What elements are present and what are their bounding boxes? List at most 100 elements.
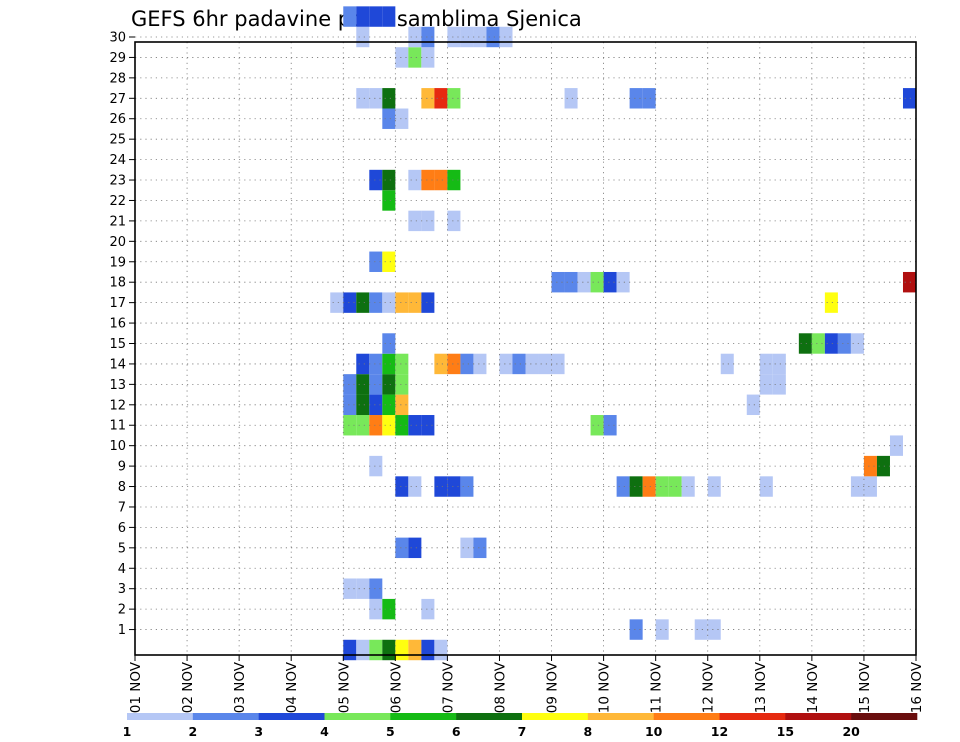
heatmap-cell: [460, 537, 474, 559]
heatmap-cell: [681, 476, 695, 497]
heatmap-cell: [408, 210, 422, 232]
colorbar-label: 6: [452, 724, 461, 739]
heatmap-cell: [759, 476, 773, 497]
y-tick-label: 13: [109, 378, 126, 393]
y-tick-label: 10: [109, 439, 126, 454]
heatmap-cell: [382, 108, 396, 129]
heatmap-cell: [460, 353, 474, 375]
heatmap-cell: [369, 6, 383, 27]
x-tick-label: 07 NOV: [440, 661, 456, 713]
heatmap-cell: [876, 455, 890, 477]
x-tick-label: 01 NOV: [128, 661, 144, 713]
heatmap-cell: [356, 394, 370, 416]
heatmap-cell: [356, 415, 370, 436]
heatmap-cell: [629, 619, 643, 640]
heatmap-cell: [551, 271, 565, 293]
y-tick-label: 9: [118, 460, 126, 475]
heatmap-cell: [356, 88, 370, 109]
heatmap-cell: [408, 169, 422, 191]
heatmap-cell: [447, 210, 461, 232]
heatmap-cell: [421, 210, 435, 232]
heatmap-cell: [421, 415, 435, 436]
colorbar-swatch: [785, 713, 852, 720]
heatmap-cell: [460, 26, 474, 48]
x-axis-ticks: 01 NOV 02 NOV 03 NOV 04 NOV 05 NOV 06 NOV 07 N…: [128, 655, 925, 713]
heatmap-cell: [447, 88, 461, 109]
y-tick-label: 3: [118, 582, 126, 597]
x-tick-label: 08 NOV: [492, 661, 508, 713]
heatmap-cell: [421, 292, 435, 313]
y-tick-label: 18: [109, 276, 126, 291]
heatmap-cell: [382, 6, 396, 27]
heatmap-cell: [707, 476, 721, 497]
heatmap-cell: [772, 353, 786, 375]
heatmap-cell: [382, 353, 396, 375]
heatmap-cell: [395, 292, 409, 313]
heatmap-cell: [564, 271, 578, 293]
heatmap-cell: [590, 271, 604, 293]
colorbar-label: 20: [842, 724, 860, 739]
heatmap-cell: [590, 415, 604, 436]
y-tick-label: 4: [118, 562, 126, 577]
y-tick-label: 23: [109, 174, 126, 189]
colorbar-swatch: [127, 713, 194, 720]
x-tick-label: 16 NOV: [909, 661, 925, 713]
y-tick-label: 29: [109, 51, 126, 66]
heatmap-cell: [460, 476, 474, 497]
heatmap-cell: [434, 353, 448, 375]
colorbar-label: 8: [583, 724, 592, 739]
heatmap-cell: [408, 292, 422, 313]
heatmap-cell: [356, 292, 370, 313]
y-tick-label: 1: [118, 623, 126, 638]
heatmap-cell: [837, 333, 851, 354]
heatmap-cell: [330, 292, 344, 313]
x-tick-label: 09 NOV: [545, 661, 561, 713]
colorbar-swatch: [719, 713, 786, 720]
heatmap-cell: [421, 88, 435, 109]
heatmap-cell: [577, 271, 591, 293]
x-tick-label: 06 NOV: [388, 661, 404, 713]
heatmap-cell: [408, 415, 422, 436]
y-tick-label: 26: [109, 112, 126, 127]
y-tick-label: 19: [109, 255, 126, 270]
y-tick-label: 30: [109, 31, 126, 46]
y-tick-label: 2: [118, 603, 126, 618]
x-tick-label: 10 NOV: [597, 661, 613, 713]
heatmap-cell: [499, 353, 513, 375]
heatmap-cell: [694, 619, 708, 640]
heatmap-cell: [668, 476, 682, 497]
heatmap-cell: [395, 353, 409, 375]
heatmap-cell: [421, 598, 435, 620]
heatmap-cell: [798, 333, 812, 354]
heatmap-cell: [811, 333, 825, 354]
heatmap-cell: [759, 374, 773, 395]
y-tick-label: 14: [109, 357, 126, 372]
x-tick-label: 05 NOV: [336, 661, 352, 713]
heatmap-cell: [369, 578, 383, 599]
colorbar-swatch: [258, 713, 325, 720]
colorbar-label: 1: [123, 724, 132, 739]
colorbar-swatch: [851, 713, 918, 720]
heatmap-cell: [408, 476, 422, 497]
y-tick-label: 20: [109, 235, 126, 250]
heatmap-cell: [434, 476, 448, 497]
heatmap-cell: [473, 353, 487, 375]
heatmap-cell: [525, 353, 539, 375]
heatmap-cell: [356, 26, 370, 48]
heatmap-cell: [421, 169, 435, 191]
heatmap-cell: [369, 415, 383, 436]
heatmap-cell: [720, 353, 734, 375]
plot-frame: [134, 41, 917, 656]
heatmap-cell: [382, 415, 396, 436]
heatmap-cell: [629, 476, 643, 497]
heatmap-cell: [369, 455, 383, 477]
y-tick-label: 6: [118, 521, 126, 536]
heatmap-cell: [382, 292, 396, 313]
heatmap-cell: [473, 537, 487, 559]
colorbar-swatch: [522, 713, 589, 720]
heatmap-cell: [629, 88, 643, 109]
heatmap-cell: [343, 415, 357, 436]
heatmap-cell: [902, 271, 916, 293]
heatmap-cell: [395, 639, 409, 661]
heatmap-cell: [356, 6, 370, 27]
